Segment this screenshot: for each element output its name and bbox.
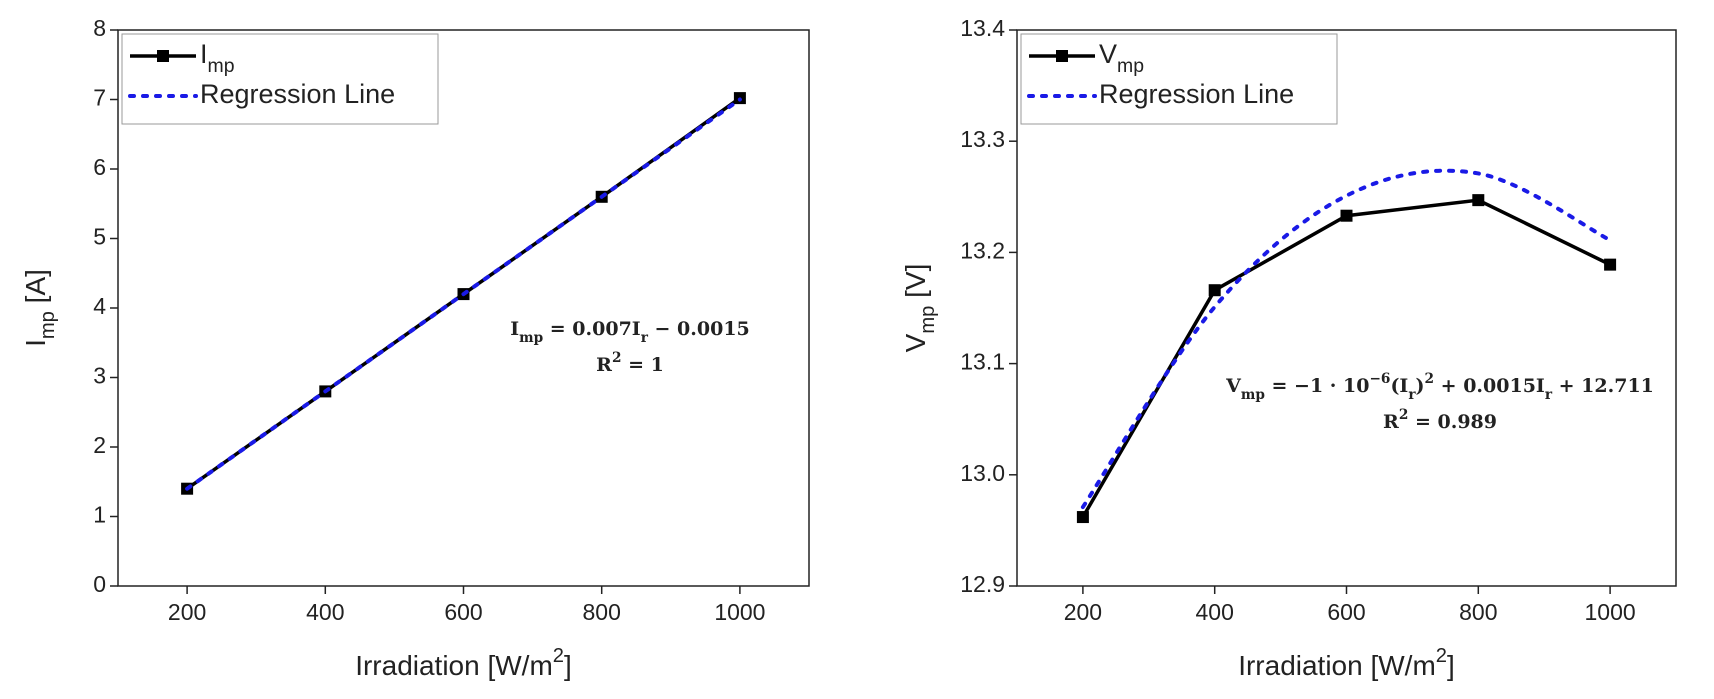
y-tick-label: 13.1 [960,349,1005,375]
x-tick-label: 600 [444,599,482,625]
y-tick-label: 13.4 [960,15,1005,41]
y-axis-title: Vmp [V] [900,264,939,353]
x-axis-title: Irradiation [W/m2] [1238,645,1455,681]
annotation: Vmp = −1 · 10−6(Ir)2 + 0.0015Ir + 12.711 [1225,371,1654,403]
y-tick-label: 6 [93,154,106,180]
x-tick-label: 400 [306,599,344,625]
x-tick-label: 200 [168,599,206,625]
y-tick-label: 13.3 [960,126,1005,152]
x-tick-label: 800 [1459,599,1497,625]
y-tick-label: 1 [93,502,106,528]
legend-marker [157,50,169,62]
y-tick-label: 13.0 [960,460,1005,486]
series-line [1081,198,1611,518]
y-tick-label: 8 [93,15,106,41]
marker [1340,209,1353,222]
annotation: R2 = 1 [596,350,664,377]
y-tick-label: 13.2 [960,237,1005,263]
y-tick-label: 7 [93,85,106,111]
x-tick-label: 1000 [1585,599,1636,625]
annotation: R2 = 0.989 [1383,407,1497,434]
legend-marker [1056,50,1068,62]
y-tick-label: 4 [93,293,106,319]
legend-label: Regression Line [200,79,395,109]
series-line [1080,168,1613,510]
annotation: Imp = 0.007Ir − 0.0015 [510,318,750,346]
y-tick-label: 0 [93,571,106,597]
x-tick-label: 400 [1196,599,1234,625]
series-line [185,97,742,491]
marker [1208,284,1221,297]
y-tick-label: 5 [93,224,106,250]
x-tick-label: 600 [1327,599,1365,625]
x-tick-label: 800 [583,599,621,625]
legend-box [121,33,439,125]
marker [1604,258,1617,271]
legend-label: Vmp [1099,39,1144,77]
x-tick-label: 1000 [714,599,765,625]
legend-label: Imp [200,39,235,77]
legend-box [1020,33,1338,125]
y-tick-label: 2 [93,432,106,458]
marker [1076,511,1089,524]
legend-label: Regression Line [1099,79,1294,109]
y-tick-label: 3 [93,363,106,389]
y-axis-title: Imp [A] [20,269,59,347]
x-axis-title: Irradiation [W/m2] [355,645,572,681]
x-tick-label: 200 [1064,599,1102,625]
marker [1472,194,1485,207]
y-tick-label: 12.9 [960,571,1005,597]
